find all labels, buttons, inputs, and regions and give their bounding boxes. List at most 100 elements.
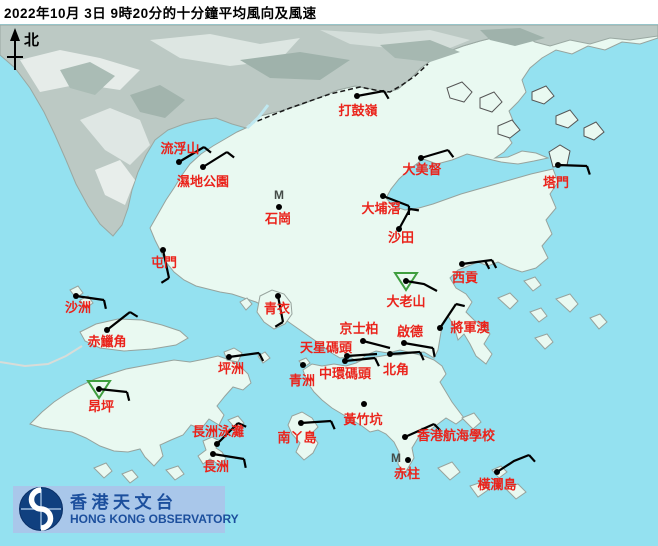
station-cheklapkok: 赤鱲角	[87, 311, 139, 349]
missing-marker: M	[391, 451, 401, 465]
station-label: 濕地公園	[177, 174, 229, 189]
wind-shaft	[389, 350, 421, 356]
station-taipokau: 大埔滘	[361, 193, 411, 216]
logo-english-name: HONG KONG OBSERVATORY	[70, 512, 239, 526]
wind-shaft	[439, 303, 457, 329]
station-dot	[73, 293, 79, 299]
wind-feather	[125, 391, 131, 401]
station-tatescairn: 大老山	[386, 272, 438, 309]
wind-shaft	[212, 452, 245, 461]
logo-chinese-name: 香港天文台	[70, 492, 178, 512]
station-dot	[226, 354, 232, 360]
station-label: 屯門	[151, 255, 177, 270]
border-line	[249, 63, 429, 125]
station-label: 塔門	[543, 175, 569, 190]
land-masses	[0, 24, 658, 500]
station-dot	[360, 338, 366, 344]
station-ngongping: 昂坪	[86, 380, 131, 414]
station-label: 北角	[383, 362, 409, 377]
wind-feather	[329, 420, 336, 430]
station-dot	[354, 93, 360, 99]
station-label: 沙洲	[65, 300, 91, 315]
title-bar: 2022年10月 3日 9時20分的十分鐘平均風向及風速	[0, 0, 658, 24]
wind-shaft	[362, 339, 391, 350]
station-label: 流浮山	[160, 141, 199, 156]
station-centralpier: 中環碼頭	[319, 356, 380, 381]
island-lamma	[287, 411, 319, 461]
wind-feather	[455, 302, 466, 308]
station-label: 坪洲	[218, 361, 244, 376]
station-tseungkwano: 將軍澳	[437, 302, 490, 335]
station-label: 青洲	[289, 373, 315, 388]
station-dot	[401, 340, 407, 346]
station-dot	[275, 293, 281, 299]
wind-shaft	[216, 422, 239, 445]
station-label: 橫瀾島	[477, 477, 516, 492]
logo-swirl	[28, 487, 54, 531]
station-label: 長洲	[203, 459, 229, 474]
wind-feather	[226, 151, 235, 159]
station-dot	[342, 358, 348, 364]
station-tsingyi: 青衣	[264, 293, 290, 328]
station-label: 沙田	[388, 230, 414, 245]
wind-shaft	[404, 422, 435, 439]
station-dot	[276, 204, 282, 210]
station-dot	[555, 162, 561, 168]
wind-feather	[491, 259, 498, 269]
station-takwuling: 打鼓嶺	[338, 89, 390, 118]
wind-shaft	[356, 89, 385, 98]
wind-feather	[374, 357, 380, 367]
station-kingspark: 京士柏	[339, 321, 391, 350]
station-tapmun: 塔門	[543, 162, 591, 190]
wind-shaft	[461, 258, 493, 266]
station-label: 昂坪	[88, 399, 114, 414]
wind-shaft	[276, 295, 285, 323]
wind-feather	[160, 277, 170, 284]
station-northpoint: 北角	[383, 350, 425, 377]
station-dot	[344, 353, 350, 359]
wind-feather	[129, 311, 139, 318]
wind-shaft	[300, 419, 332, 425]
station-label: 南丫島	[277, 430, 316, 445]
station-cheungchau: 長洲	[203, 451, 247, 474]
wind-shaft	[398, 208, 411, 230]
station-dot	[176, 159, 182, 165]
station-pengchau: 坪洲	[218, 351, 265, 376]
station-label: 西貢	[452, 270, 478, 285]
north-arrow-head	[10, 28, 20, 41]
station-label: 長洲泳灘	[192, 424, 244, 439]
station-dot	[396, 226, 402, 232]
station-dot	[361, 401, 367, 407]
station-dot	[405, 457, 411, 463]
wind-shaft	[405, 279, 438, 292]
urban-texture	[20, 28, 545, 205]
station-label: 香港航海學校	[416, 428, 496, 443]
station-wetlandpark: 濕地公園	[177, 151, 235, 189]
wind-shaft	[106, 311, 131, 331]
station-starferry: 天星碼頭	[300, 340, 378, 359]
station-dot	[214, 441, 220, 447]
missing-marker: M	[274, 188, 284, 202]
station-dot	[96, 386, 102, 392]
north-arrow: 北	[7, 28, 39, 70]
wind-feather	[431, 347, 436, 358]
station-label: 將軍澳	[450, 320, 490, 335]
wind-shaft	[344, 356, 376, 363]
hko-logo: 香港天文台 HONG KONG OBSERVATORY	[13, 486, 239, 533]
station-shachau: 沙洲	[65, 293, 107, 315]
station-dot	[494, 469, 500, 475]
wind-feather	[484, 260, 491, 270]
wind-shaft	[75, 294, 105, 302]
wind-shaft	[382, 194, 410, 208]
island-lantau	[29, 355, 252, 467]
station-dot	[387, 351, 393, 357]
station-dot	[300, 362, 306, 368]
wind-feather	[409, 207, 420, 212]
north-label: 北	[24, 32, 39, 49]
station-label: 黃竹坑	[342, 412, 382, 427]
station-label: 天星碼頭	[300, 340, 353, 355]
wind-feather	[274, 321, 284, 328]
station-label: 中環碼頭	[319, 366, 372, 381]
shenzhen-river	[245, 104, 270, 130]
